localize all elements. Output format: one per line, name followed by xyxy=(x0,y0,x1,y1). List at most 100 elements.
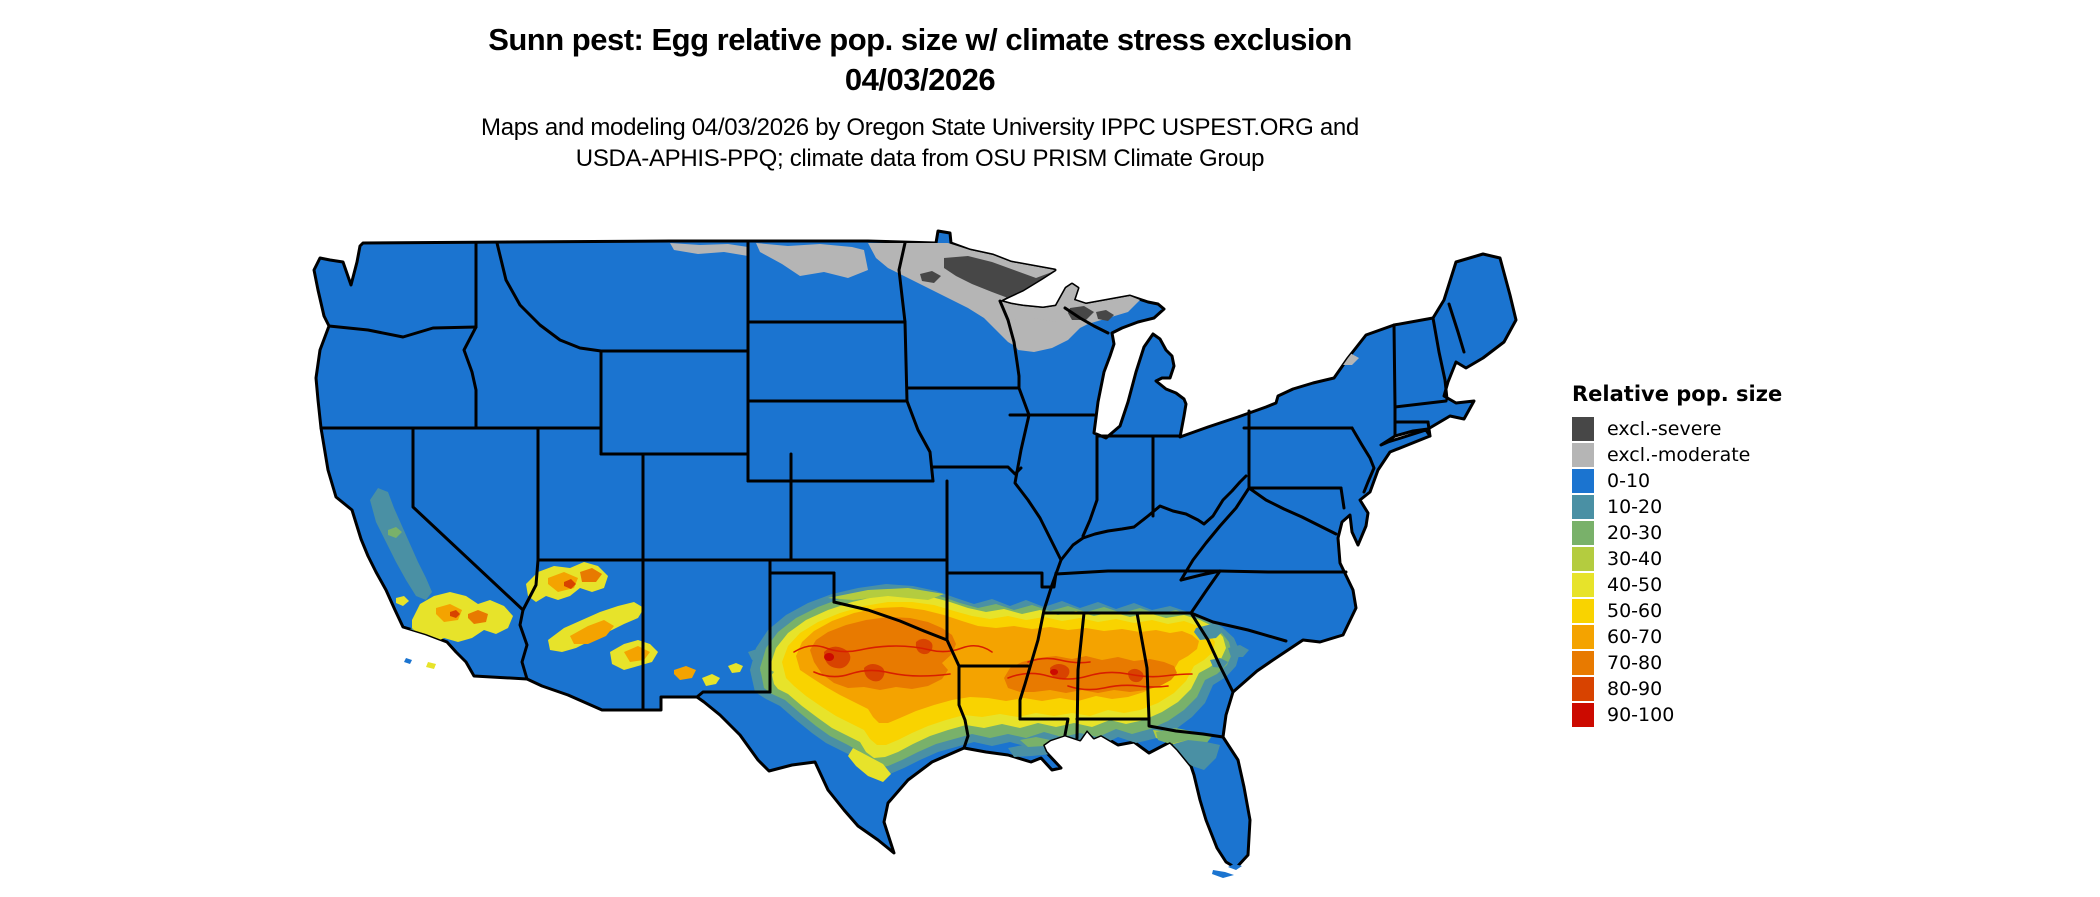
map-shape xyxy=(1007,671,1193,680)
us-map xyxy=(308,200,1528,892)
legend-item: excl.-severe xyxy=(1572,417,1782,441)
state-border-line xyxy=(832,600,949,642)
zone-wtx-teal xyxy=(748,649,764,660)
state-border-line xyxy=(905,399,935,483)
legend-item-label: 40-50 xyxy=(1607,574,1663,596)
state-border-line xyxy=(1054,569,1348,576)
zone-ca-valley-teal xyxy=(370,488,432,600)
zone-sc-coast-teal xyxy=(1228,645,1249,657)
state-border-line xyxy=(1431,316,1449,401)
legend-item: 60-70 xyxy=(1572,625,1782,649)
map-shape xyxy=(1027,657,1091,664)
legend-color-swatch xyxy=(1572,703,1594,727)
state-border-line xyxy=(1189,611,1288,643)
state-border-line xyxy=(1393,399,1448,409)
zone-excl-moderate-wisconsin xyxy=(1008,318,1080,352)
state-border-line xyxy=(1013,386,1063,721)
zone-band-yellow-south-texas-lobe xyxy=(848,748,891,782)
state-border-line xyxy=(1189,569,1222,615)
map-shape xyxy=(813,669,951,678)
state-border-line xyxy=(1189,611,1235,694)
zone-band-red80 xyxy=(1050,664,1070,680)
legend: Relative pop. size excl.-severe excl.-mod… xyxy=(1572,382,1782,729)
legend-item: 70-80 xyxy=(1572,651,1782,675)
channel-island xyxy=(426,662,436,669)
map-subtitle: Maps and modeling 04/03/2026 by Oregon S… xyxy=(170,112,1670,174)
zone-nvaz-orange xyxy=(580,568,602,582)
legend-color-swatch xyxy=(1572,469,1594,493)
state-border-line xyxy=(1081,434,1099,538)
state-border-line xyxy=(1247,486,1338,536)
legend-color-swatch xyxy=(1572,495,1594,519)
state-border-line xyxy=(897,241,907,324)
state-border-line xyxy=(411,426,529,681)
legend-item: excl.-moderate xyxy=(1572,443,1782,467)
zone-az-band-orange xyxy=(570,620,614,644)
zone-nm-yellow xyxy=(728,663,743,673)
map-base xyxy=(312,229,1518,878)
legend-item-label: excl.-severe xyxy=(1607,418,1722,440)
state-border-line xyxy=(327,324,478,339)
zone-socal-teal xyxy=(426,650,440,658)
legend-color-swatch xyxy=(1572,547,1594,571)
legend-item-label: 10-20 xyxy=(1607,496,1663,518)
legend-color-swatch xyxy=(1572,521,1594,545)
state-border-line xyxy=(695,690,772,699)
florida-keys xyxy=(1212,870,1234,878)
legend-item-label: 50-60 xyxy=(1607,600,1663,622)
legend-item: 90-100 xyxy=(1572,703,1782,727)
state-border-line xyxy=(1179,486,1251,582)
state-border-line xyxy=(1350,426,1376,494)
legend-item: 50-60 xyxy=(1572,599,1782,623)
zone-ca-valley-yellow xyxy=(396,596,409,606)
zone-socal-red xyxy=(450,610,460,618)
legend-color-swatch xyxy=(1572,651,1594,675)
zone-band-red90 xyxy=(824,653,835,661)
conus-base xyxy=(312,229,1518,870)
state-border-line xyxy=(1063,306,1110,335)
state-borders xyxy=(319,241,1466,750)
map-subtitle-line1: Maps and modeling 04/03/2026 by Oregon S… xyxy=(481,114,1359,141)
map-title-date: 04/03/2026 xyxy=(844,62,996,97)
state-border-line xyxy=(462,325,478,430)
zone-excl-moderate-montana-strip xyxy=(670,243,748,256)
map-title-line1: Sunn pest: Egg relative pop. size w/ cli… xyxy=(488,22,1352,57)
zone-nm-yellow xyxy=(702,674,720,686)
zone-socal-yellow xyxy=(412,592,513,644)
zone-nm-orange xyxy=(674,666,696,680)
map-shape xyxy=(793,644,993,653)
legend-item-label: excl.-moderate xyxy=(1607,444,1751,466)
legend-color-swatch xyxy=(1572,443,1594,467)
legend-item-label: 30-40 xyxy=(1607,548,1663,570)
state-border-line xyxy=(945,571,1058,589)
legend-title: Relative pop. size xyxy=(1572,382,1783,406)
state-border-line xyxy=(1392,323,1397,408)
state-border-line xyxy=(1339,486,1346,510)
state-border-line xyxy=(521,558,540,612)
legend-item-label: 0-10 xyxy=(1607,470,1651,492)
map-subtitle-line2: USDA-APHIS-PPQ; climate data from OSU PR… xyxy=(575,145,1265,172)
state-border-line xyxy=(1426,420,1432,438)
zone-excl-severe-minnesota-spot xyxy=(920,271,941,283)
state-border-line xyxy=(1075,611,1086,740)
legend-item: 40-50 xyxy=(1572,573,1782,597)
legend-color-swatch xyxy=(1572,417,1594,441)
state-border-line xyxy=(998,299,1021,390)
florida-keys xyxy=(1228,864,1242,870)
legend-item: 20-30 xyxy=(1572,521,1782,545)
legend-color-swatch xyxy=(1572,677,1594,701)
legend-item: 0-10 xyxy=(1572,469,1782,493)
zone-band-red90 xyxy=(1050,669,1059,675)
legend-item-label: 20-30 xyxy=(1607,522,1663,544)
raster-zones xyxy=(370,243,1359,782)
state-border-line xyxy=(1018,717,1070,737)
zone-excl-severe-upper-michigan xyxy=(1096,310,1114,321)
state-border-line xyxy=(945,638,961,668)
zone-florida-teal xyxy=(1170,740,1220,770)
legend-item-label: 80-90 xyxy=(1607,678,1663,700)
contour-lines xyxy=(793,644,1193,691)
zone-excl-severe-upper-michigan xyxy=(1068,306,1094,320)
zone-excl-moderate-northdakota xyxy=(756,243,868,278)
state-border-line xyxy=(957,664,970,750)
legend-item-label: 60-70 xyxy=(1607,626,1663,648)
